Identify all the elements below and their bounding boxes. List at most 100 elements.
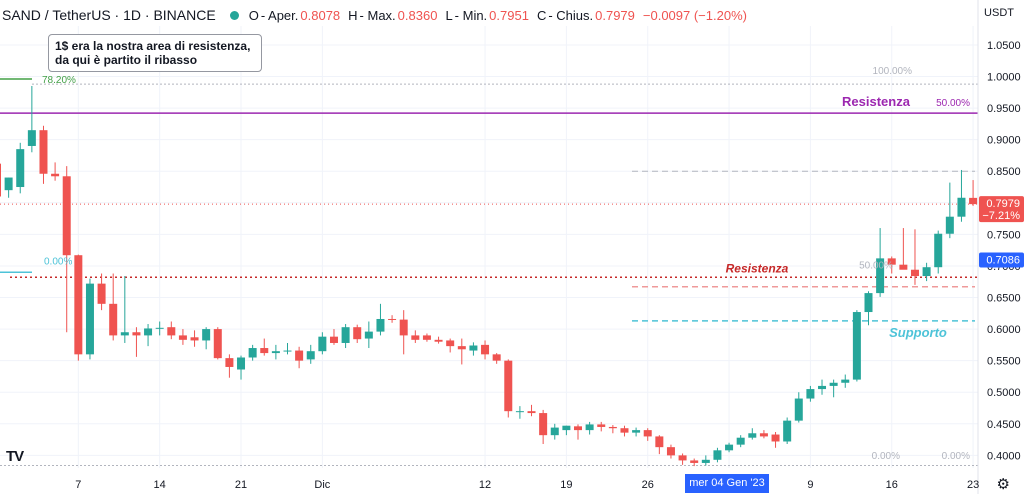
candle-body — [341, 327, 350, 343]
candle-body — [818, 385, 827, 390]
candle-body — [969, 197, 978, 205]
candle-body — [399, 319, 408, 336]
level-lines — [0, 78, 978, 466]
price-tag-value: 0.7086 — [986, 255, 1020, 267]
candle-body — [957, 197, 966, 217]
high-value: 0.8360 — [397, 7, 438, 23]
low-text: - Min. — [454, 7, 488, 23]
currency-selector[interactable]: USDT — [984, 7, 1014, 19]
candle-body — [725, 444, 734, 451]
y-tick-label: 0.4000 — [987, 450, 1021, 462]
y-tick-label: 0.8500 — [987, 166, 1021, 178]
x-tick-label: 12 — [479, 479, 491, 491]
candle-body — [608, 426, 617, 429]
level-label: Resistenza — [842, 94, 911, 109]
level-label: Supporto — [889, 325, 947, 340]
callout-line-2: da qui è partito il ribasso — [55, 53, 198, 67]
y-tick-label: 0.7500 — [987, 229, 1021, 241]
fib-label: 0.00% — [44, 256, 72, 267]
symbol-title[interactable]: SAND / TetherUS · 1D · BINANCE — [2, 7, 216, 23]
candle-body — [666, 447, 675, 456]
open-label: O — [248, 7, 259, 23]
gear-icon[interactable]: ⚙ — [996, 476, 1010, 493]
candle-body — [574, 426, 582, 431]
candle-body — [0, 163, 1, 197]
market-status-icon — [229, 10, 239, 20]
low-label: L — [445, 7, 453, 23]
candle-body — [876, 258, 885, 294]
fib-label: 78.20% — [42, 75, 76, 86]
fib-label: 100.00% — [873, 66, 913, 77]
candle-body — [632, 430, 641, 433]
candle-body — [748, 433, 757, 438]
candle-body — [85, 283, 94, 355]
high-text: - Max. — [359, 7, 396, 23]
candle-body — [74, 255, 83, 355]
high-label: H — [348, 7, 358, 23]
candle-body — [585, 424, 594, 431]
candle-body — [155, 327, 164, 329]
candle-body — [841, 379, 850, 383]
candle-body — [492, 354, 501, 361]
candle-body — [527, 411, 536, 414]
candle-body — [434, 339, 443, 342]
candle-body — [411, 335, 420, 340]
candle-body — [539, 413, 548, 436]
x-tick-label: 14 — [154, 479, 166, 491]
x-tick-label: 26 — [642, 479, 654, 491]
candle-body — [899, 264, 908, 270]
candle-body — [422, 335, 431, 340]
y-tick-label: 0.9000 — [987, 135, 1021, 147]
candle-body — [446, 340, 455, 347]
candle-body — [306, 351, 315, 360]
price-tag — [979, 252, 1024, 268]
candle-body — [736, 437, 745, 445]
chart-grid — [0, 26, 978, 468]
price-tag — [979, 196, 1024, 223]
x-tick-label: 19 — [560, 479, 572, 491]
candle-body — [806, 389, 815, 399]
candle-body — [27, 130, 36, 146]
y-tick-label: 0.5000 — [987, 387, 1021, 399]
price-axis: 1.05001.00000.95000.90000.85000.80000.75… — [977, 0, 1024, 494]
close-value: 0.7979 — [595, 7, 635, 23]
tradingview-logo-icon[interactable]: TV — [6, 448, 24, 465]
candle-body — [597, 424, 606, 427]
candle-body — [655, 436, 664, 448]
x-tick-label: 7 — [75, 479, 81, 491]
y-tick-label: 1.0500 — [987, 40, 1021, 52]
candle-body — [934, 233, 943, 268]
low-value: 0.7951 — [489, 7, 529, 23]
candle-body — [701, 459, 710, 463]
x-tick-label: 16 — [886, 479, 898, 491]
candle-body — [678, 455, 687, 461]
candle-body — [922, 267, 931, 277]
annotation-callout[interactable]: 1$ era la nostra area di resistenza, da … — [48, 34, 262, 72]
x-tick-label: 9 — [807, 479, 813, 491]
candle-body — [260, 348, 269, 354]
open-text: - Aper. — [260, 7, 299, 23]
candle-body — [364, 331, 373, 339]
candle-body — [562, 425, 571, 431]
candle-body — [190, 337, 199, 341]
candle-body — [481, 344, 490, 355]
candle-body — [178, 335, 187, 340]
candle-body — [39, 130, 48, 174]
close-text: - Chius. — [548, 7, 594, 23]
candle-body — [62, 176, 71, 256]
y-tick-label: 0.5500 — [987, 356, 1021, 368]
candle-body — [690, 460, 699, 463]
open-value: 0.8078 — [300, 7, 341, 23]
candle-body — [771, 434, 780, 442]
candle-body — [120, 332, 129, 336]
y-tick-label: 0.6000 — [987, 324, 1021, 336]
candle-body — [132, 332, 141, 336]
fib-label: 50.00% — [936, 98, 970, 109]
candles — [0, 85, 978, 467]
candle-body — [783, 420, 792, 442]
candle-body — [271, 351, 280, 354]
candle-body — [51, 173, 60, 177]
candle-body — [167, 327, 176, 336]
candle-body — [504, 360, 513, 412]
